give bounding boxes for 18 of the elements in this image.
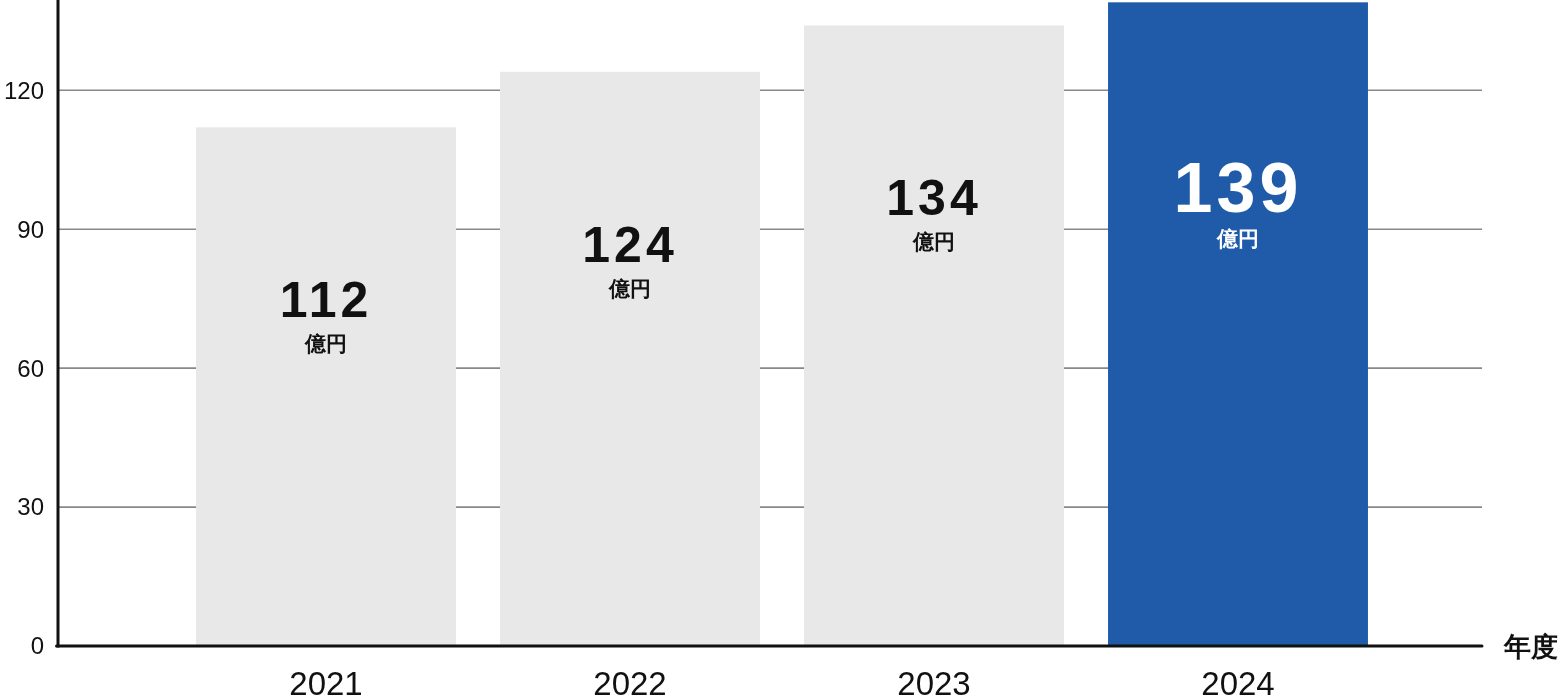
x-tick-label: 2022 — [593, 665, 667, 700]
data-label: 134 億円 — [886, 170, 982, 254]
bar — [196, 127, 456, 646]
y-tick-label: 120 — [3, 76, 44, 104]
y-tick-label: 0 — [30, 632, 44, 660]
x-axis-title: 年度 — [1503, 631, 1558, 662]
data-label: 112 億円 — [279, 272, 373, 356]
x-tick-label: 2021 — [289, 665, 363, 700]
y-tick-label: 60 — [17, 354, 44, 382]
x-tick-label: 2024 — [1201, 665, 1275, 700]
data-label: 124 億円 — [582, 216, 678, 300]
y-tick-label: 90 — [17, 215, 44, 243]
x-tick-label: 2023 — [897, 665, 971, 700]
bar — [804, 25, 1064, 646]
y-tick-label: 30 — [17, 493, 44, 521]
bar — [500, 71, 760, 646]
bar — [1108, 2, 1368, 646]
data-label: 139 億円 — [1173, 149, 1303, 251]
